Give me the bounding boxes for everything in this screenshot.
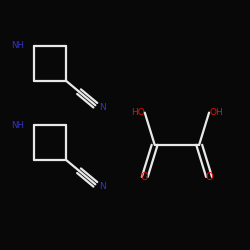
Text: N: N	[99, 103, 106, 112]
Text: NH: NH	[11, 42, 24, 50]
Text: HO: HO	[131, 108, 145, 117]
Text: N: N	[99, 182, 106, 191]
Text: O: O	[205, 172, 213, 182]
Text: O: O	[141, 172, 148, 182]
Text: NH: NH	[11, 120, 24, 130]
Text: OH: OH	[209, 108, 223, 117]
